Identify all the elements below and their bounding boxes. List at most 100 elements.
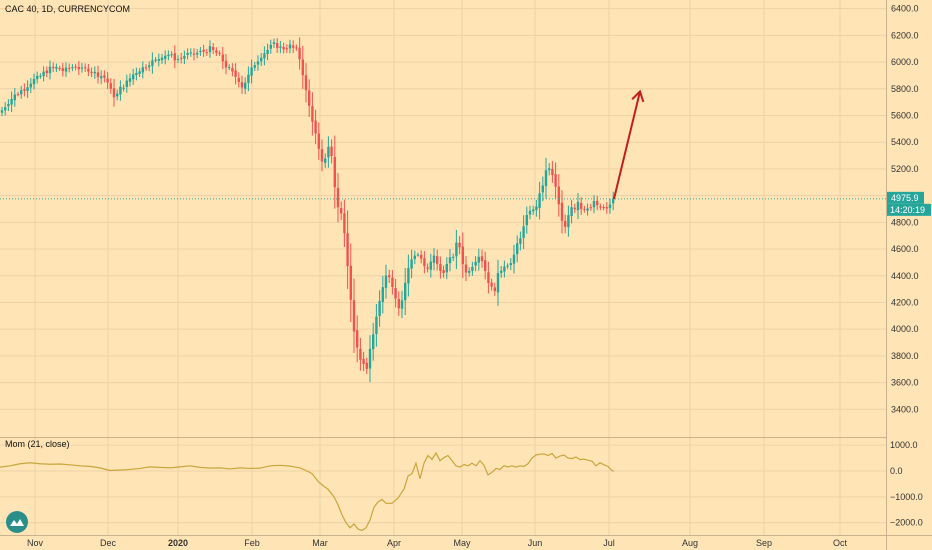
candle-body[interactable] — [436, 256, 439, 264]
candle-body[interactable] — [592, 200, 596, 208]
candle-body[interactable] — [455, 242, 458, 257]
candle-body[interactable] — [317, 133, 320, 149]
candle-body[interactable] — [426, 267, 429, 269]
candle-body[interactable] — [512, 254, 516, 264]
candle-body[interactable] — [173, 53, 176, 61]
candle-body[interactable] — [292, 45, 295, 48]
candle-body[interactable] — [477, 256, 480, 263]
trend-arrow[interactable] — [613, 89, 645, 200]
candle-body[interactable] — [311, 106, 314, 122]
candle-body[interactable] — [538, 193, 541, 208]
candle-body[interactable] — [144, 67, 148, 69]
candle-body[interactable] — [407, 267, 410, 284]
candle-body[interactable] — [167, 54, 170, 57]
candle-body[interactable] — [202, 49, 205, 52]
candle-body[interactable] — [52, 66, 55, 68]
candle-body[interactable] — [96, 72, 100, 78]
candle-body[interactable] — [240, 82, 244, 88]
candle-body[interactable] — [285, 48, 288, 50]
candle-body[interactable] — [356, 330, 359, 348]
candle-body[interactable] — [535, 206, 538, 211]
candle-body[interactable] — [448, 257, 452, 264]
candle-body[interactable] — [324, 158, 327, 163]
candle-body[interactable] — [500, 270, 503, 273]
candle-body[interactable] — [20, 90, 23, 95]
candle-body[interactable] — [471, 266, 474, 271]
candle-body[interactable] — [583, 208, 586, 210]
candle-body[interactable] — [480, 256, 484, 262]
candle-body[interactable] — [493, 287, 496, 292]
candle-body[interactable] — [199, 50, 202, 53]
candle-body[interactable] — [378, 300, 381, 317]
candle-body[interactable] — [605, 207, 608, 209]
candle-body[interactable] — [314, 120, 317, 134]
candle-body[interactable] — [7, 104, 10, 107]
candle-body[interactable] — [48, 66, 52, 74]
candle-body[interactable] — [138, 71, 141, 74]
candle-body[interactable] — [452, 256, 455, 258]
candle-body[interactable] — [372, 334, 375, 350]
candle-body[interactable] — [29, 83, 32, 88]
candle-body[interactable] — [384, 275, 388, 288]
candle-body[interactable] — [39, 75, 42, 77]
candle-body[interactable] — [484, 260, 487, 271]
candle-body[interactable] — [282, 46, 285, 50]
candle-body[interactable] — [13, 94, 16, 101]
candle-body[interactable] — [269, 44, 272, 49]
candle-body[interactable] — [544, 170, 548, 187]
candle-body[interactable] — [413, 255, 416, 260]
candle-body[interactable] — [525, 215, 528, 226]
candle-body[interactable] — [496, 273, 500, 293]
candle-body[interactable] — [490, 282, 493, 287]
candle-body[interactable] — [112, 88, 116, 98]
candle-body[interactable] — [135, 72, 138, 75]
candle-body[interactable] — [183, 55, 186, 59]
candle-body[interactable] — [576, 201, 580, 211]
candle-body[interactable] — [557, 186, 560, 205]
candle-body[interactable] — [362, 358, 365, 364]
candle-body[interactable] — [308, 90, 311, 106]
candle-body[interactable] — [554, 174, 557, 187]
candle-body[interactable] — [330, 146, 333, 157]
candle-body[interactable] — [180, 57, 183, 59]
candle-body[interactable] — [336, 187, 340, 208]
candle-body[interactable] — [298, 47, 301, 60]
candle-body[interactable] — [90, 71, 93, 73]
candle-body[interactable] — [250, 67, 253, 76]
candle-body[interactable] — [23, 89, 26, 91]
candle-body[interactable] — [4, 107, 7, 111]
candle-body[interactable] — [186, 52, 189, 55]
candle-body[interactable] — [196, 52, 199, 55]
candle-body[interactable] — [228, 67, 231, 69]
candle-body[interactable] — [612, 198, 615, 204]
candle-body[interactable] — [509, 263, 512, 266]
candle-body[interactable] — [528, 210, 532, 215]
candle-body[interactable] — [45, 70, 48, 74]
candle-body[interactable] — [176, 58, 180, 60]
candle-body[interactable] — [487, 272, 490, 284]
candle-body[interactable] — [551, 168, 554, 176]
candle-body[interactable] — [125, 80, 128, 87]
candle-body[interactable] — [244, 82, 247, 89]
candle-body[interactable] — [397, 298, 400, 309]
candle-body[interactable] — [570, 207, 573, 217]
candle-body[interactable] — [151, 60, 154, 66]
candle-body[interactable] — [445, 263, 448, 273]
candle-body[interactable] — [359, 348, 362, 360]
candle-body[interactable] — [503, 266, 506, 272]
candle-body[interactable] — [304, 75, 308, 91]
candle-body[interactable] — [237, 77, 240, 82]
candle-body[interactable] — [327, 146, 330, 158]
candle-body[interactable] — [410, 259, 413, 269]
candle-body[interactable] — [100, 76, 103, 79]
candle-body[interactable] — [253, 65, 256, 68]
candle-body[interactable] — [599, 206, 602, 208]
candle-body[interactable] — [404, 282, 407, 301]
candle-body[interactable] — [58, 67, 61, 69]
candle-body[interactable] — [128, 78, 132, 82]
candle-body[interactable] — [64, 67, 68, 72]
candle-body[interactable] — [119, 86, 122, 95]
candle-body[interactable] — [32, 78, 36, 85]
candle-body[interactable] — [394, 287, 397, 299]
candle-body[interactable] — [256, 61, 260, 65]
